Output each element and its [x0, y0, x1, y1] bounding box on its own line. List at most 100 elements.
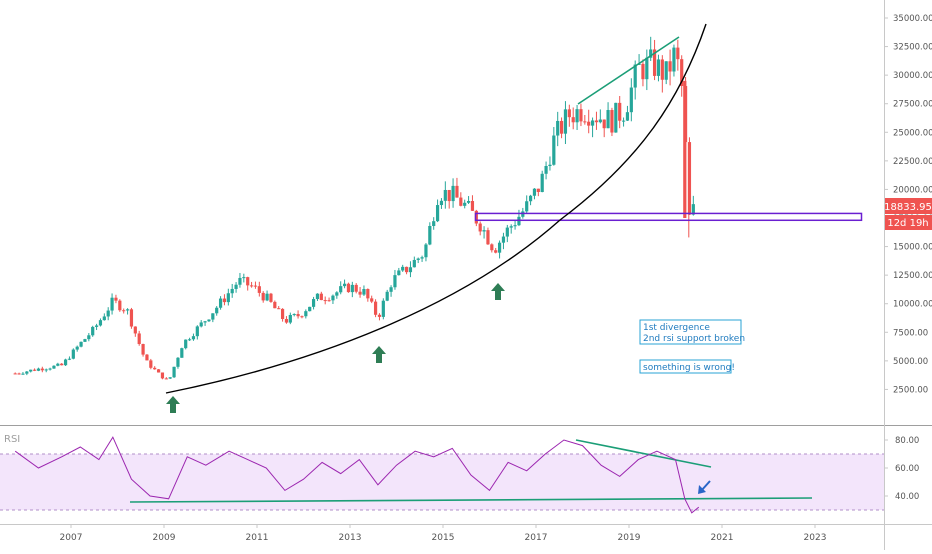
- candle-body: [676, 47, 680, 60]
- candle-body: [48, 368, 52, 370]
- candle-body: [513, 225, 517, 227]
- candle-body: [339, 286, 343, 293]
- note-warning[interactable]: something is wrong!: [639, 359, 735, 374]
- time-axis[interactable]: 2007 2009 2011 2013 2015 2017 2019 2021 2023: [60, 524, 827, 543]
- candle-body: [63, 359, 68, 366]
- note-divergence[interactable]: 1st divergence 2nd rsi support broken: [639, 319, 745, 345]
- candle-body: [381, 300, 385, 317]
- price-tick-label: 15000.00: [893, 243, 932, 253]
- candle-body: [629, 87, 633, 113]
- candle-body: [261, 292, 265, 301]
- candle-body: [346, 283, 351, 293]
- time-tick-label: 2013: [339, 533, 362, 543]
- bar-countdown-tag[interactable]: 12d 19h: [885, 215, 932, 230]
- candle-body: [222, 298, 227, 303]
- candle-body: [226, 293, 230, 303]
- candle-body: [428, 225, 432, 245]
- candle-body: [466, 201, 471, 203]
- candle-body: [164, 378, 168, 380]
- price-tick-label: 10000.00: [893, 300, 932, 310]
- candle-body: [98, 320, 103, 326]
- candle-body: [288, 314, 292, 323]
- candle-body: [91, 326, 95, 336]
- candle-body: [451, 185, 455, 202]
- rsi-axis[interactable]: 80.00 60.00 40.00: [884, 436, 919, 502]
- candle-body: [482, 230, 486, 232]
- candle-body: [75, 346, 79, 350]
- bar-countdown-value: 12d 19h: [887, 218, 928, 229]
- candle-body: [29, 369, 33, 372]
- candle-body: [362, 289, 366, 295]
- candle-body: [587, 121, 591, 126]
- candle-body: [94, 325, 99, 327]
- rsi-divergence-trendline[interactable]: [575, 439, 712, 468]
- candle-body: [389, 287, 393, 292]
- candle-body: [370, 298, 374, 302]
- candle-body: [470, 201, 475, 211]
- candle-body: [571, 117, 575, 123]
- candle-body: [315, 293, 320, 300]
- price-divergence-trendline[interactable]: [577, 36, 680, 105]
- candle-body: [129, 309, 134, 327]
- candle-body: [195, 326, 199, 337]
- candle-body: [641, 63, 645, 80]
- candle-body: [478, 223, 482, 232]
- candle-body: [486, 230, 490, 245]
- time-tick-label: 2009: [153, 533, 176, 543]
- candle-body: [114, 297, 118, 301]
- candle-body: [552, 135, 556, 165]
- candle-body: [350, 284, 354, 293]
- candle-body: [664, 61, 668, 80]
- price-tick-label: 35000.00: [893, 14, 932, 24]
- candle-body: [525, 201, 529, 212]
- candle-body: [246, 277, 250, 286]
- candle-body: [172, 366, 176, 378]
- candle-body: [56, 363, 60, 366]
- candle-body: [180, 348, 184, 358]
- time-tick-label: 2017: [525, 533, 548, 543]
- candle-body: [474, 210, 478, 224]
- parabolic-support-curve[interactable]: [165, 23, 707, 394]
- candle-body: [633, 64, 637, 88]
- down-left-arrow-icon[interactable]: [698, 480, 711, 494]
- candle-body: [528, 195, 533, 202]
- candle-body: [156, 369, 161, 373]
- current-price-tag[interactable]: 18833.95: [884, 198, 932, 214]
- candle-body: [505, 227, 509, 237]
- rsi-line[interactable]: [14, 436, 700, 514]
- up-arrow-2-icon[interactable]: [372, 346, 386, 363]
- candle-body: [118, 300, 122, 311]
- rsi-support-line[interactable]: [129, 497, 813, 503]
- candle-body: [122, 310, 126, 312]
- main-pane[interactable]: [0, 0, 884, 425]
- candle-body: [598, 119, 602, 123]
- candle-body: [211, 313, 215, 320]
- candle-body: [133, 326, 137, 334]
- candle-body: [556, 120, 560, 136]
- candle-body: [331, 295, 335, 301]
- candles-layer[interactable]: [13, 36, 695, 380]
- note-divergence-line2: 2nd rsi support broken: [643, 334, 745, 344]
- rsi-pane-label: RSI: [4, 434, 20, 445]
- candle-body: [280, 308, 285, 319]
- support-zone-box[interactable]: [474, 212, 863, 222]
- candle-body: [397, 270, 401, 276]
- candle-body: [366, 289, 370, 299]
- candle-body: [602, 119, 606, 129]
- candle-body: [44, 369, 48, 371]
- up-arrow-1-icon[interactable]: [166, 396, 180, 413]
- time-tick-label: 2023: [804, 533, 827, 543]
- price-axis[interactable]: 35000.00 32500.00 30000.00 27500.00 25000.00…: [884, 14, 932, 395]
- candle-body: [160, 372, 165, 379]
- candle-body: [625, 112, 630, 121]
- time-tick-label: 2019: [618, 533, 641, 543]
- candle-body: [253, 285, 258, 287]
- candle-body: [284, 318, 289, 323]
- price-tick-label: 7500.00: [893, 328, 928, 338]
- candle-body: [385, 291, 389, 301]
- up-arrow-3-icon[interactable]: [491, 283, 505, 300]
- candle-body: [153, 367, 157, 370]
- candle-body: [668, 61, 672, 72]
- rsi-tick-label: 60.00: [895, 464, 919, 474]
